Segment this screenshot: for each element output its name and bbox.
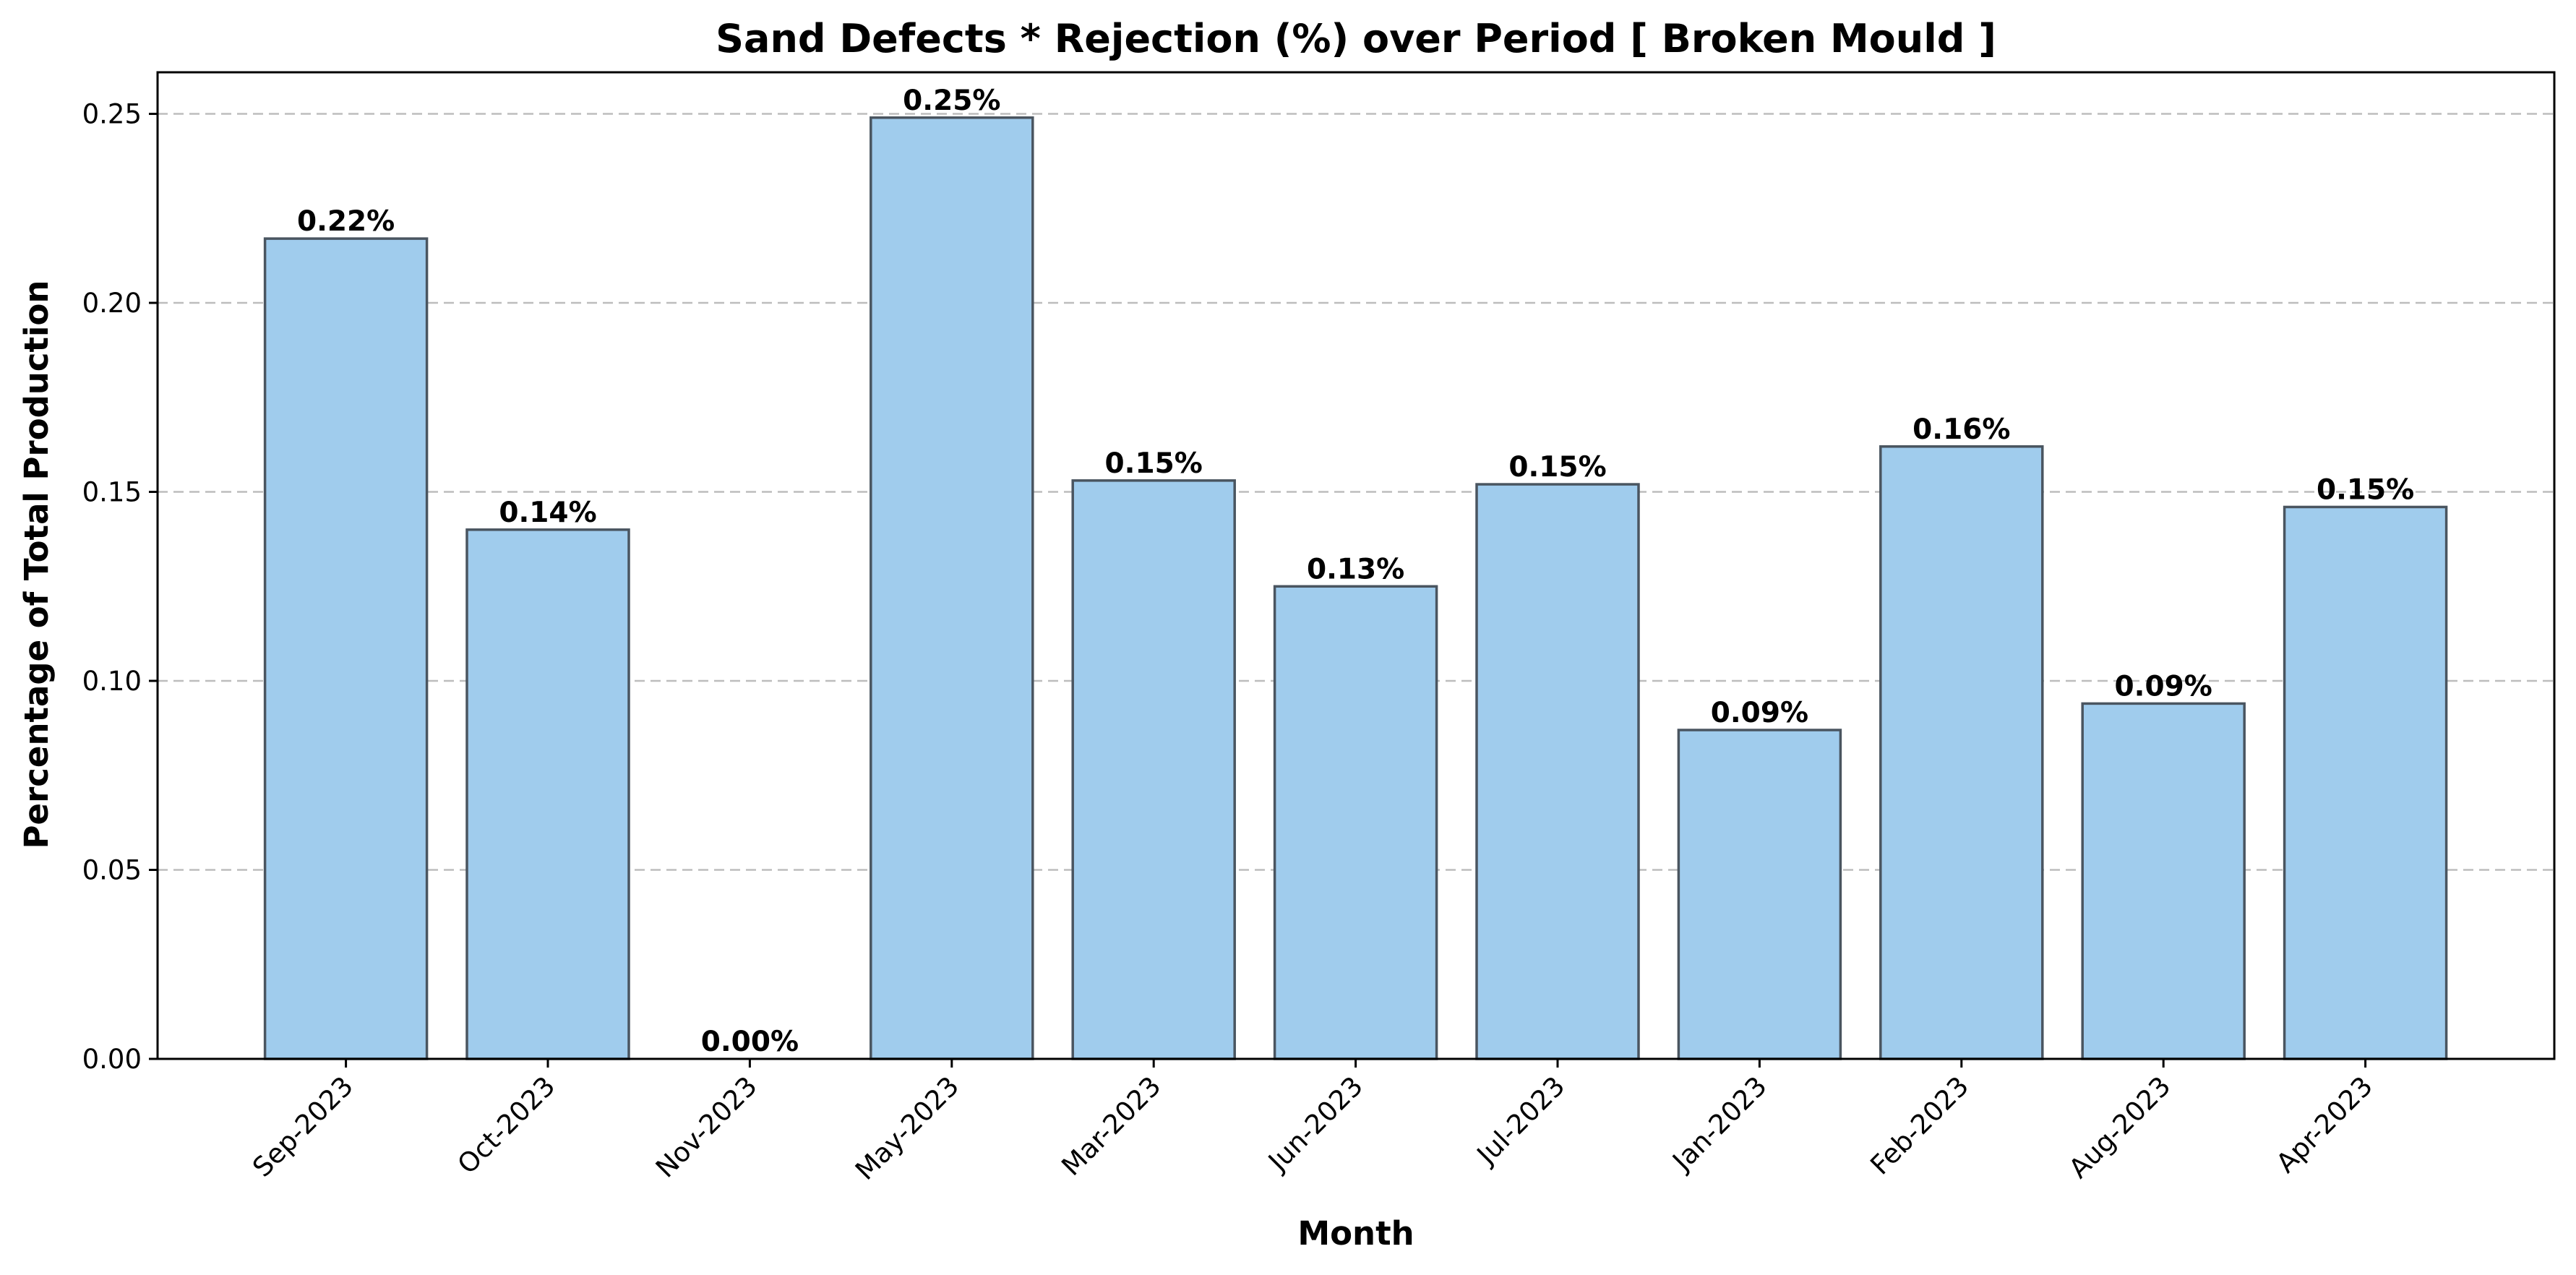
x-tick-label: Jul-2023 [1470, 1070, 1571, 1171]
bar-value-label: 0.00% [701, 1026, 799, 1058]
x-tick-label: Jun-2023 [1261, 1070, 1369, 1178]
bar [1677, 729, 1842, 1060]
bar [1475, 483, 1640, 1060]
y-tick-label: 0.10 [82, 666, 142, 697]
bar [2283, 505, 2448, 1060]
data-labels: 0.22% 0.14% 0.00% 0.25% 0.15% 0.13% 0.15% 0.09%… [297, 85, 2414, 1058]
chart-title: Sand Defects * Rejection (%) over Period… [716, 16, 1996, 61]
y-axis-ticks: 0.00 0.05 0.10 0.15 0.20 0.25 [82, 99, 158, 1075]
x-tick-label: Sep-2023 [246, 1070, 359, 1183]
x-tick-label: Feb-2023 [1864, 1070, 1975, 1181]
bar [263, 237, 429, 1060]
bar [2081, 702, 2246, 1060]
bar-value-label: 0.13% [1307, 553, 1404, 585]
x-axis-label: Month [1297, 1214, 1414, 1253]
bar [1879, 445, 2044, 1060]
x-axis-ticks: Sep-2023 Oct-2023 Nov-2023 May-2023 Mar-2023… [246, 1059, 2379, 1186]
bar-value-label: 0.16% [1912, 413, 2010, 446]
bar [1273, 585, 1438, 1060]
bar-value-label: 0.15% [1105, 447, 1203, 480]
y-tick-label: 0.00 [82, 1044, 142, 1075]
x-tick-label: Nov-2023 [650, 1070, 763, 1184]
bar [870, 116, 1034, 1060]
y-tick-label: 0.20 [82, 288, 142, 319]
bar-value-label: 0.15% [1508, 451, 1606, 484]
x-tick-label: Oct-2023 [452, 1070, 562, 1180]
y-tick-label: 0.05 [82, 855, 142, 886]
bar-value-label: 0.22% [297, 205, 395, 238]
bar-value-label: 0.09% [1711, 697, 1808, 729]
y-tick-label: 0.15 [82, 477, 142, 508]
x-tick-label: Apr-2023 [2270, 1070, 2379, 1179]
y-tick-label: 0.25 [82, 99, 142, 130]
bar-value-label: 0.25% [903, 85, 1000, 117]
bar-value-label: 0.09% [2115, 670, 2212, 703]
bar [465, 528, 630, 1060]
x-tick-label: May-2023 [849, 1070, 965, 1186]
bar-value-label: 0.15% [2317, 473, 2414, 506]
bar [1071, 479, 1236, 1060]
y-axis-label: Percentage of Total Production [17, 280, 56, 849]
bar-value-label: 0.14% [499, 497, 596, 529]
x-tick-label: Mar-2023 [1055, 1070, 1167, 1182]
x-tick-label: Aug-2023 [2063, 1070, 2177, 1185]
x-tick-label: Jan-2023 [1666, 1070, 1773, 1177]
bars [263, 116, 2448, 1060]
